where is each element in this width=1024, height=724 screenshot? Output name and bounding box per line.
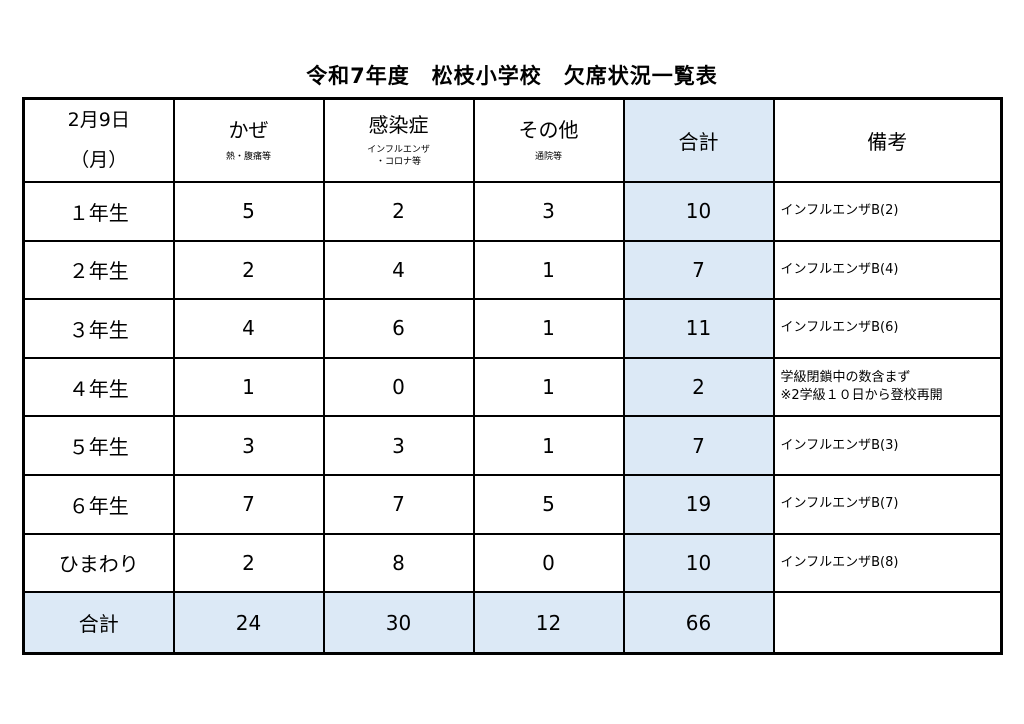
other-cell: 1 bbox=[472, 415, 625, 477]
totals-row: 合計 24 30 12 66 bbox=[22, 591, 1003, 655]
other-cell: 1 bbox=[472, 356, 625, 418]
other-cell: 5 bbox=[472, 474, 625, 535]
table-row: ５年生 3 3 1 7 インフルエンザB(3) bbox=[22, 415, 1003, 477]
note-line1: インフルエンザB(7) bbox=[780, 496, 899, 512]
cold-cell: 2 bbox=[172, 532, 325, 594]
header-infection: 感染症 インフルエンザ ・コロナ等 bbox=[322, 97, 475, 183]
other-cell: 1 bbox=[472, 239, 625, 301]
header-cold: かぜ 熱・腹痛等 bbox=[172, 97, 325, 183]
infection-cell: 0 bbox=[322, 356, 475, 418]
infection-cell: 2 bbox=[322, 180, 475, 242]
cold-cell: 3 bbox=[172, 415, 325, 477]
table-row: ひまわり 2 8 0 10 インフルエンザB(8) bbox=[22, 532, 1003, 594]
table-row: ６年生 7 7 5 19 インフルエンザB(7) bbox=[22, 474, 1003, 535]
header-notes: 備考 bbox=[772, 97, 1003, 183]
absence-table: 2月9日 （月） かぜ 熱・腹痛等 感染症 インフルエンザ ・コロナ等 その他 … bbox=[22, 97, 1003, 655]
header-total: 合計 bbox=[622, 97, 775, 183]
header-other: その他 通院等 bbox=[472, 97, 625, 183]
note-cell: インフルエンザB(7) bbox=[772, 474, 1003, 535]
table-row: ３年生 4 6 1 11 インフルエンザB(6) bbox=[22, 298, 1003, 359]
totals-other: 12 bbox=[472, 591, 625, 655]
grade-cell: ひまわり bbox=[22, 532, 175, 594]
grade-cell: ４年生 bbox=[22, 356, 175, 418]
totals-label: 合計 bbox=[22, 591, 175, 655]
infection-cell: 8 bbox=[322, 532, 475, 594]
note-line1: インフルエンザB(2) bbox=[780, 203, 899, 219]
table-row: １年生 5 2 3 10 インフルエンザB(2) bbox=[22, 180, 1003, 242]
note-line1: インフルエンザB(3) bbox=[780, 437, 899, 453]
cold-cell: 4 bbox=[172, 298, 325, 359]
note-line2: ※2学級１０日から登校再開 bbox=[780, 388, 943, 404]
header-cold-label: かぜ bbox=[228, 118, 269, 143]
grade-cell: ２年生 bbox=[22, 239, 175, 301]
total-cell: 2 bbox=[622, 356, 775, 418]
cold-cell: 2 bbox=[172, 239, 325, 301]
total-cell: 11 bbox=[622, 298, 775, 359]
note-cell: インフルエンザB(2) bbox=[772, 180, 1003, 242]
cold-cell: 5 bbox=[172, 180, 325, 242]
other-cell: 3 bbox=[472, 180, 625, 242]
total-cell: 10 bbox=[622, 180, 775, 242]
grade-cell: ６年生 bbox=[22, 474, 175, 535]
other-cell: 1 bbox=[472, 298, 625, 359]
infection-cell: 4 bbox=[322, 239, 475, 301]
header-date-line2: （月） bbox=[70, 149, 128, 172]
infection-cell: 6 bbox=[322, 298, 475, 359]
table-row: ４年生 1 0 1 2 学級閉鎖中の数含まず ※2学級１０日から登校再開 bbox=[22, 356, 1003, 418]
totals-note bbox=[772, 591, 1003, 655]
header-other-label: その他 bbox=[518, 118, 579, 143]
infection-cell: 7 bbox=[322, 474, 475, 535]
total-cell: 7 bbox=[622, 415, 775, 477]
table-header-row: 2月9日 （月） かぜ 熱・腹痛等 感染症 インフルエンザ ・コロナ等 その他 … bbox=[22, 97, 1003, 183]
note-line1: インフルエンザB(8) bbox=[780, 554, 899, 570]
document-title: 令和7年度 松枝小学校 欠席状況一覧表 bbox=[306, 64, 718, 88]
infection-cell: 3 bbox=[322, 415, 475, 477]
totals-total: 66 bbox=[622, 591, 775, 655]
grade-cell: ３年生 bbox=[22, 298, 175, 359]
header-infection-label: 感染症 bbox=[368, 113, 429, 138]
header-date: 2月9日 （月） bbox=[22, 97, 175, 183]
total-cell: 19 bbox=[622, 474, 775, 535]
header-infection-sub-line2: ・コロナ等 bbox=[375, 157, 421, 168]
other-cell: 0 bbox=[472, 532, 625, 594]
note-cell: インフルエンザB(8) bbox=[772, 532, 1003, 594]
note-line1: 学級閉鎖中の数含まず bbox=[780, 370, 911, 386]
header-other-sub: 通院等 bbox=[534, 152, 562, 163]
note-cell: 学級閉鎖中の数含まず ※2学級１０日から登校再開 bbox=[772, 356, 1003, 418]
grade-cell: １年生 bbox=[22, 180, 175, 242]
total-cell: 10 bbox=[622, 532, 775, 594]
header-infection-sub-line1: インフルエンザ bbox=[367, 145, 430, 156]
note-cell: インフルエンザB(6) bbox=[772, 298, 1003, 359]
header-date-line1: 2月9日 bbox=[67, 109, 130, 132]
cold-cell: 1 bbox=[172, 356, 325, 418]
grade-cell: ５年生 bbox=[22, 415, 175, 477]
cold-cell: 7 bbox=[172, 474, 325, 535]
total-cell: 7 bbox=[622, 239, 775, 301]
table-row: ２年生 2 4 1 7 インフルエンザB(4) bbox=[22, 239, 1003, 301]
note-cell: インフルエンザB(4) bbox=[772, 239, 1003, 301]
note-cell: インフルエンザB(3) bbox=[772, 415, 1003, 477]
totals-cold: 24 bbox=[172, 591, 325, 655]
totals-infection: 30 bbox=[322, 591, 475, 655]
header-cold-sub: 熱・腹痛等 bbox=[225, 152, 271, 163]
note-line1: インフルエンザB(6) bbox=[780, 320, 899, 336]
note-line1: インフルエンザB(4) bbox=[780, 261, 899, 277]
